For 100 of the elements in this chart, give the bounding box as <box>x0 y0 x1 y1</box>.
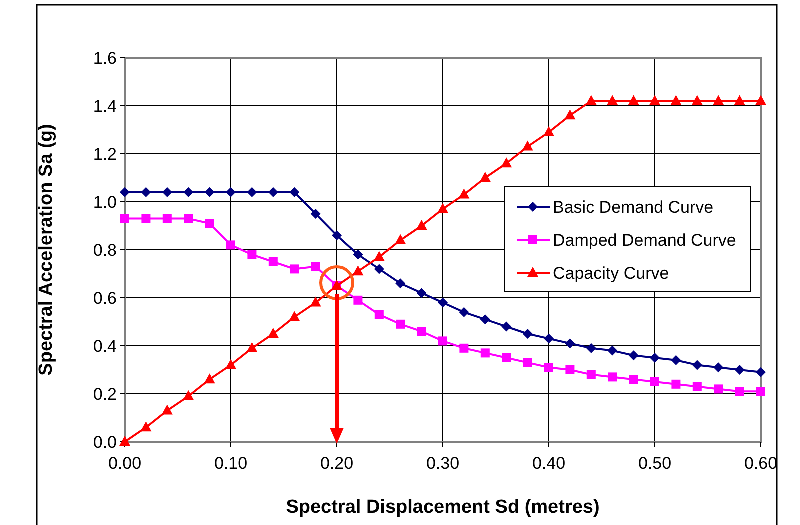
point <box>460 344 469 353</box>
point <box>523 358 532 368</box>
point <box>608 372 618 382</box>
y-tick-label: 0.6 <box>93 288 117 308</box>
point <box>352 266 364 276</box>
y-tick-label: 0.4 <box>93 336 117 356</box>
point <box>756 95 766 106</box>
point <box>310 296 322 307</box>
point <box>714 384 724 394</box>
point <box>566 366 575 374</box>
point <box>480 314 490 325</box>
y-tick-label: 0.2 <box>93 384 117 404</box>
point <box>458 188 470 199</box>
y-tick-label: 1.2 <box>93 144 117 164</box>
x-tick-label: 0.00 <box>108 454 142 473</box>
point <box>607 95 618 106</box>
point <box>184 187 194 198</box>
point <box>480 348 490 358</box>
point <box>310 209 321 219</box>
point <box>672 380 681 389</box>
point <box>374 264 384 274</box>
point <box>692 382 702 392</box>
point <box>522 140 534 151</box>
legend-label: Damped Demand Curve <box>553 230 736 250</box>
legend-label: Capacity Curve <box>553 264 670 283</box>
point <box>142 214 151 224</box>
y-axis-title: Spectral Acceleration Sa (g) <box>36 124 57 376</box>
point <box>438 203 448 214</box>
point <box>162 404 173 415</box>
point <box>692 95 703 106</box>
point <box>480 172 491 182</box>
point <box>502 322 512 332</box>
point <box>184 214 194 224</box>
point <box>395 234 406 244</box>
y-tick-label: 1.6 <box>93 48 117 68</box>
point <box>756 387 766 396</box>
point <box>311 262 320 272</box>
point <box>522 329 533 339</box>
point <box>692 360 702 370</box>
x-tick-label: 0.20 <box>320 454 354 473</box>
point <box>438 336 448 346</box>
point <box>586 343 596 354</box>
point <box>247 187 258 198</box>
point <box>586 95 597 106</box>
point <box>246 342 258 352</box>
point <box>268 187 278 198</box>
point <box>268 258 278 266</box>
point <box>416 220 428 230</box>
point <box>290 187 300 198</box>
point <box>756 367 766 378</box>
point <box>120 214 130 224</box>
point <box>248 250 257 260</box>
point <box>205 219 214 228</box>
point <box>459 307 470 318</box>
point <box>650 95 660 106</box>
point <box>354 296 363 305</box>
point <box>183 390 194 400</box>
point <box>141 187 152 198</box>
point <box>735 387 744 396</box>
point <box>204 187 215 198</box>
x-tick-label: 0.60 <box>744 454 778 473</box>
point <box>140 422 152 432</box>
point <box>268 328 279 338</box>
y-tick-label: 1.0 <box>93 192 117 212</box>
point <box>628 95 640 106</box>
point <box>544 363 554 372</box>
point <box>162 214 172 224</box>
point <box>226 359 236 370</box>
point <box>502 354 512 362</box>
point <box>353 250 364 260</box>
point <box>374 251 385 262</box>
point <box>289 311 300 322</box>
point <box>671 355 682 366</box>
x-axis-title: Spectral Displacement Sd (metres) <box>286 497 600 518</box>
x-tick-label: 0.50 <box>638 454 672 473</box>
point <box>162 187 172 198</box>
y-tick-label: 0.0 <box>93 432 117 452</box>
point <box>713 95 724 106</box>
x-tick-label: 0.40 <box>532 454 566 473</box>
point <box>650 378 660 386</box>
point <box>332 230 342 241</box>
point <box>544 334 554 344</box>
y-tick-label: 1.4 <box>93 96 117 116</box>
point <box>586 370 596 380</box>
point <box>417 327 426 336</box>
point <box>416 288 427 298</box>
point <box>628 350 639 361</box>
point <box>204 374 216 384</box>
y-tick-label: 0.8 <box>93 240 117 260</box>
point <box>396 320 406 329</box>
point <box>226 240 236 250</box>
point <box>374 310 384 320</box>
point <box>564 110 576 120</box>
point <box>120 436 130 446</box>
point <box>714 362 724 373</box>
point <box>650 353 660 363</box>
legend-label: Basic Demand Curve <box>553 198 714 217</box>
point <box>226 187 236 198</box>
point <box>438 298 448 308</box>
point <box>544 126 554 136</box>
